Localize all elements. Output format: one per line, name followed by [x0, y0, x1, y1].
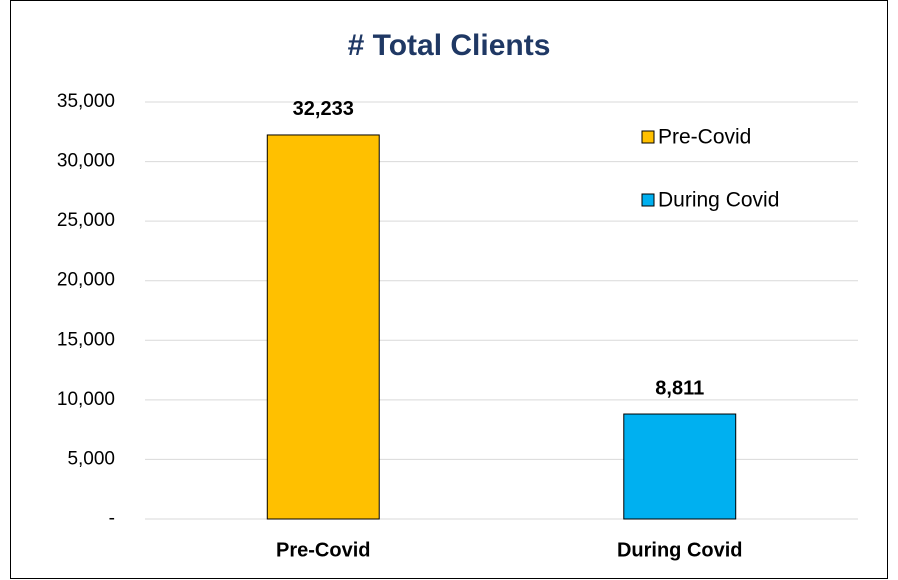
legend-label: Pre-Covid [658, 126, 751, 149]
value-label: 32,233 [293, 98, 354, 120]
y-tick-label: - [109, 508, 115, 529]
y-tick-label: 15,000 [57, 329, 115, 350]
chart-title: # Total Clients [348, 29, 551, 62]
y-tick-label: 30,000 [57, 151, 115, 172]
x-tick-label: Pre-Covid [276, 539, 370, 561]
y-tick-label: 5,000 [67, 448, 115, 469]
legend-swatch [641, 193, 655, 207]
y-tick-label: 25,000 [57, 210, 115, 231]
bar [623, 413, 737, 520]
y-tick-label: 10,000 [57, 389, 115, 410]
legend-swatch [641, 130, 655, 144]
y-tick-label: 35,000 [57, 91, 115, 112]
bar [266, 134, 380, 520]
y-tick-label: 20,000 [57, 270, 115, 291]
chart-frame [10, 0, 888, 579]
legend-label: During Covid [658, 189, 779, 212]
value-label: 8,811 [655, 377, 704, 399]
x-tick-label: During Covid [617, 539, 743, 561]
